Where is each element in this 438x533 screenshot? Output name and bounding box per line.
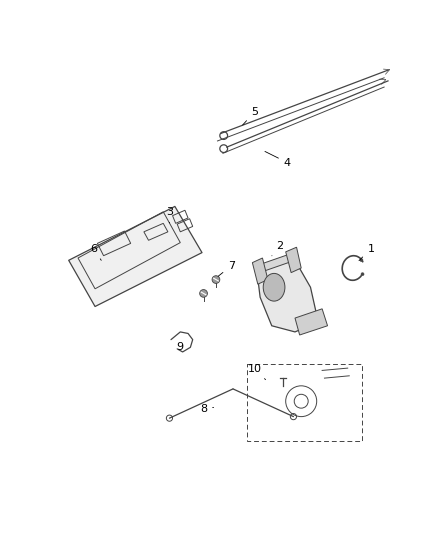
Text: 3: 3 — [166, 207, 173, 223]
Polygon shape — [256, 260, 318, 332]
Circle shape — [361, 273, 364, 276]
Circle shape — [360, 259, 363, 262]
Text: 7: 7 — [218, 261, 235, 276]
Circle shape — [200, 289, 208, 297]
Text: 1: 1 — [359, 244, 374, 261]
Polygon shape — [286, 247, 301, 273]
Circle shape — [212, 276, 220, 284]
Text: 5: 5 — [243, 107, 258, 125]
Ellipse shape — [263, 273, 285, 301]
Text: 9: 9 — [177, 342, 184, 352]
Text: 10: 10 — [248, 364, 265, 379]
Text: 4: 4 — [265, 151, 291, 167]
Text: 8: 8 — [200, 404, 214, 414]
Polygon shape — [256, 255, 295, 271]
Text: 6: 6 — [90, 244, 101, 260]
Text: 2: 2 — [272, 241, 283, 256]
Polygon shape — [295, 309, 328, 335]
Polygon shape — [69, 206, 202, 306]
Polygon shape — [252, 258, 268, 284]
